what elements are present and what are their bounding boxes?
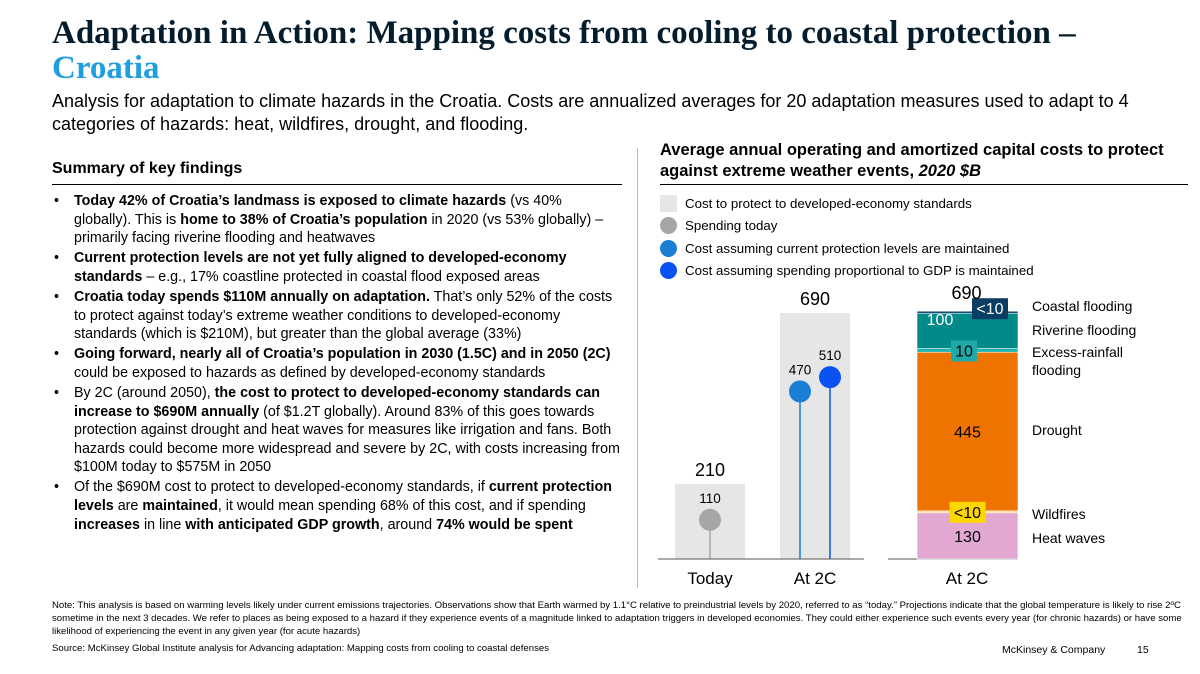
finding-text: Current protection levels are not yet fu… [74,250,567,285]
stack-total-label: 690 [951,283,981,303]
stack-label-bg [949,501,986,523]
stack-value-label: 100 [927,312,954,329]
series-label: flooding [1032,362,1081,378]
series-label: Riverine flooding [1032,322,1136,338]
series-label: Coastal flooding [1032,298,1132,314]
series-label: Drought [1032,422,1082,438]
dot-label: 110 [699,491,721,506]
footnote: Note: This analysis is based on warming … [52,600,1182,637]
chart-title-unit: 2020 $B [918,162,982,180]
finding-text: That’s only 52% of the costs to protect … [74,288,613,343]
legend-item: Cost assuming current protection levels … [660,237,1034,260]
page-subtitle: Analysis for adaptation to climate hazar… [52,91,1129,134]
legend-swatch [660,262,677,280]
stack-value-label: 130 [954,529,981,546]
finding-item: Going forward, nearly all of Croatia’s p… [52,345,622,382]
dot-marker [789,380,811,403]
finding-text: are [113,498,143,514]
brand: McKinsey & Company [1002,644,1106,656]
finding-text: Croatia today spends $110M annually on a… [74,288,430,305]
finding-item: Of the $690M cost to protect to develope… [52,478,622,534]
finding-text: in line [139,516,186,533]
x-tick-label: Today [687,569,733,588]
stack-segment [916,351,1019,512]
stack-segment [916,310,1019,314]
finding-item: By 2C (around 2050), the cost to protect… [52,384,622,477]
finding-text: could be exposed to hazards as defined b… [74,364,546,381]
legend-swatch [660,239,677,257]
finding-text: current protection levels [74,479,612,514]
bar-total-label: 210 [695,460,725,480]
finding-text: , it would mean spending 68% of this cos… [217,498,586,514]
legend-swatch [660,194,677,212]
finding-text: maintained [142,498,218,514]
finding-text: (vs 40% globally). This is [74,193,562,228]
legend-label: Cost to protect to developed-economy sta… [685,195,972,211]
bar-1 [780,313,850,559]
finding-text: Going forward, nearly all of Croatia’s p… [74,346,611,363]
chart-legend: Cost to protect to developed-economy sta… [660,192,1034,282]
summary-heading: Summary of key findings [52,160,243,177]
finding-text: (of $1.2T globally). Around 83% of this … [74,403,620,476]
finding-item: Current protection levels are not yet fu… [52,249,622,286]
series-label: Heat waves [1032,530,1105,546]
legend-item: Cost assuming spending proportional to G… [660,260,1034,283]
x-tick-label: At 2C [946,569,989,588]
chart-title: Average annual operating and amortized c… [660,140,1180,182]
legend-swatch [660,217,677,235]
dot-marker [699,508,721,531]
source: Source: McKinsey Global Institute analys… [52,643,550,654]
finding-text: increases [74,516,140,533]
finding-text: Of the $690M cost to protect to develope… [74,479,489,496]
divider [637,148,638,588]
finding-text: with anticipated GDP growth [185,516,380,533]
bar-total-label: 690 [800,289,830,309]
title-main: Adaptation in Action: Mapping costs from… [52,15,1076,51]
title-country: Croatia [52,50,160,86]
findings-list: Today 42% of Croatia’s landmass is expos… [52,192,622,536]
finding-text: , around [379,516,437,533]
stack-value-label: 445 [954,425,981,442]
dot-marker [819,366,841,389]
chart-rule [660,184,1188,185]
finding-text: home to 38% of Croatia’s population [180,211,428,228]
finding-text: – e.g., 17% coastline protected in coast… [142,268,540,285]
finding-text: the cost to protect to developed-economy… [74,384,600,420]
finding-item: Croatia today spends $110M annually on a… [52,288,622,344]
finding-text: Today 42% of Croatia’s landmass is expos… [74,193,507,209]
summary-rule [52,184,622,185]
stack-label-bg [951,340,977,362]
stack-value-label: <10 [954,505,981,522]
finding-text: By 2C (around 2050), [74,384,215,401]
stack-label-bg [972,298,1008,320]
legend-label: Cost assuming spending proportional to G… [685,263,1034,279]
finding-text: 74% would be spent [436,516,573,533]
series-label: Excess-rainfall [1032,344,1123,360]
x-tick-label: At 2C [794,569,837,588]
dot-label: 510 [819,348,842,363]
stack-value-label: 10 [955,343,973,360]
page-title: Adaptation in Action: Mapping costs from… [52,16,1152,86]
chart-title-text: Average annual operating and amortized c… [660,141,1164,180]
legend-label: Cost assuming current protection levels … [685,240,1010,256]
legend-item: Cost to protect to developed-economy sta… [660,192,1034,215]
legend-label: Spending today [685,218,778,234]
legend-item: Spending today [660,215,1034,238]
page-number: 15 [1137,644,1149,656]
finding-text: in 2020 (vs 53% globally) – primarily fa… [74,211,604,247]
dot-label: 470 [789,362,812,377]
finding-item: Today 42% of Croatia’s landmass is expos… [52,192,622,248]
series-label: Wildfires [1032,506,1086,522]
stack-value-label: <10 [976,301,1003,318]
